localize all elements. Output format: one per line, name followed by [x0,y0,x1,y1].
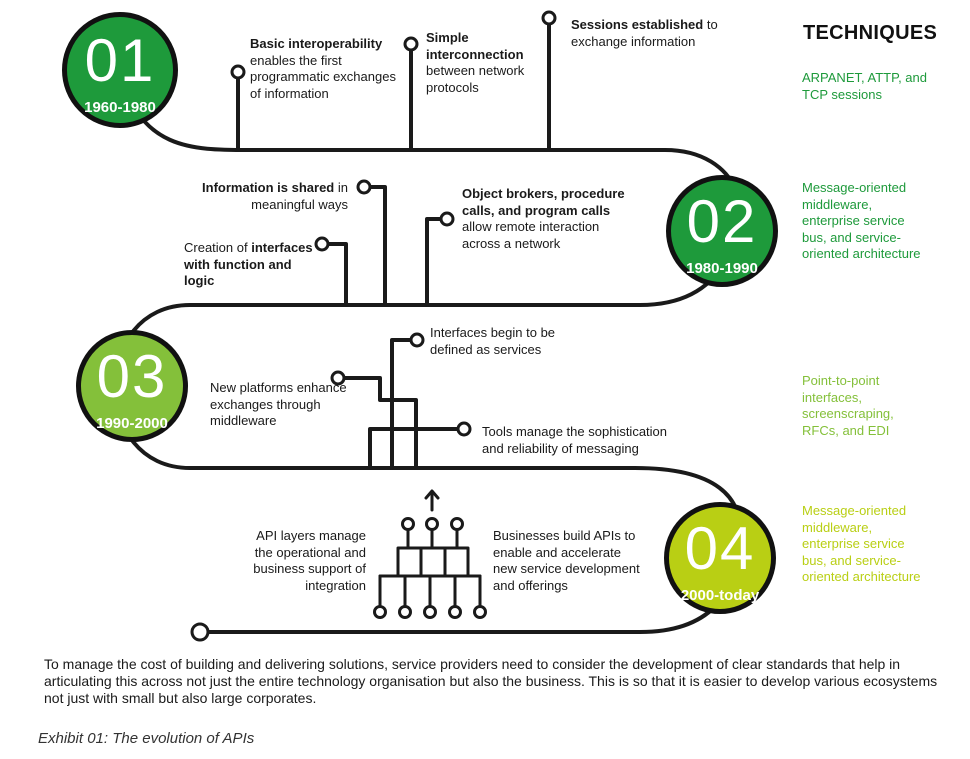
milestone-api-layers: API layers manage the operational and bu… [236,528,366,594]
techniques-era-04: Message-oriented middleware, enterprise … [802,503,921,584]
milestone-text: Interfaces begin to be defined as servic… [430,325,556,357]
node-m5 [314,236,330,252]
milestone-text: Tools manage the sophistication and reli… [482,424,668,456]
node-m6 [439,211,455,227]
techniques-era-03: Point-to-point interfaces, screenscrapin… [802,373,894,438]
milestone-title: Basic interoperability [250,36,383,51]
node-m7 [409,332,425,348]
node-m4 [356,179,372,195]
milestone-title: interfaces with function and logic [184,240,313,288]
milestone-title: Object brokers, procedure calls, and pro… [462,186,625,218]
milestone-sessions-established: Sessions established to exchange informa… [571,17,721,50]
milestone-object-brokers: Object brokers, procedure calls, and pro… [462,186,632,252]
era-badge-02: 02 1980-1990 [666,175,778,287]
node-m3 [541,10,557,26]
milestone-text: API layers manage the operational and bu… [253,528,366,593]
era-years: 1960-1980 [84,99,156,116]
stem-m8 [336,376,418,470]
timeline-end-node [190,622,210,642]
milestone-text: to exchange information [571,17,718,49]
milestone-text: New platforms enhance exchanges through … [210,380,347,428]
stem-m4 [362,185,387,307]
milestone-interfaces-as-services: Interfaces begin to be defined as servic… [430,325,580,358]
stem-m6 [425,217,449,307]
milestone-text: in meaningful ways [251,180,348,212]
milestone-businesses-build-apis: Businesses build APIs to enable and acce… [493,528,643,594]
node-api-top-2 [425,517,439,531]
node-api-bottom-3 [423,605,437,619]
milestone-title: Information is shared [202,180,335,195]
node-m9 [456,421,472,437]
node-api-bottom-2 [398,605,412,619]
milestone-text: enables the first programmatic exchanges… [250,52,396,101]
era-badge-01: 01 1960-1980 [62,12,178,128]
node-api-top-1 [401,517,415,531]
milestone-title: Simple interconnection [426,30,524,62]
era-number: 01 [84,27,156,94]
milestone-text: allow remote interaction across a networ… [462,219,600,251]
milestone-text: between network protocols [426,63,525,95]
era-years: 2000-today [680,587,760,604]
techniques-era-02: Message-oriented middleware, enterprise … [802,180,921,261]
node-api-top-3 [450,517,464,531]
milestone-simple-interconnection: Simple interconnection between network p… [426,30,546,96]
milestone-title: Sessions established [571,17,704,32]
era-years: 1990-2000 [96,415,168,432]
caption-paragraph: To manage the cost of building and deliv… [44,656,938,706]
stem-m9 [368,427,466,470]
exhibit-title: Exhibit 01: The evolution of APIs [38,730,255,747]
era-badge-04: 04 2000-today [664,502,776,614]
node-api-bottom-5 [473,605,487,619]
era-number: 03 [96,343,168,410]
era-number: 04 [684,515,756,582]
node-api-bottom-4 [448,605,462,619]
node-m8 [330,370,346,386]
milestone-creation-of-interfaces: Creation of interfaces with function and… [184,240,319,290]
stem-m5 [320,242,348,307]
stem-m7 [390,338,419,470]
milestone-basic-interoperability: Basic interoperability enables the first… [250,36,400,102]
milestone-text: Creation of [184,240,248,255]
era-number: 02 [686,188,758,255]
milestone-text: Businesses build APIs to enable and acce… [493,528,640,593]
techniques-era-01: ARPANET, ATTP, and TCP sessions [802,70,927,102]
era-badge-03: 03 1990-2000 [76,330,188,442]
milestone-information-shared: Information is shared in meaningful ways [198,180,348,213]
node-m1 [230,64,246,80]
node-api-bottom-1 [373,605,387,619]
milestone-new-platforms: New platforms enhance exchanges through … [210,380,350,430]
techniques-heading: TECHNIQUES [803,22,938,44]
era-years: 1980-1990 [686,260,758,277]
node-m2 [403,36,419,52]
milestone-tools-manage: Tools manage the sophistication and reli… [482,424,692,457]
